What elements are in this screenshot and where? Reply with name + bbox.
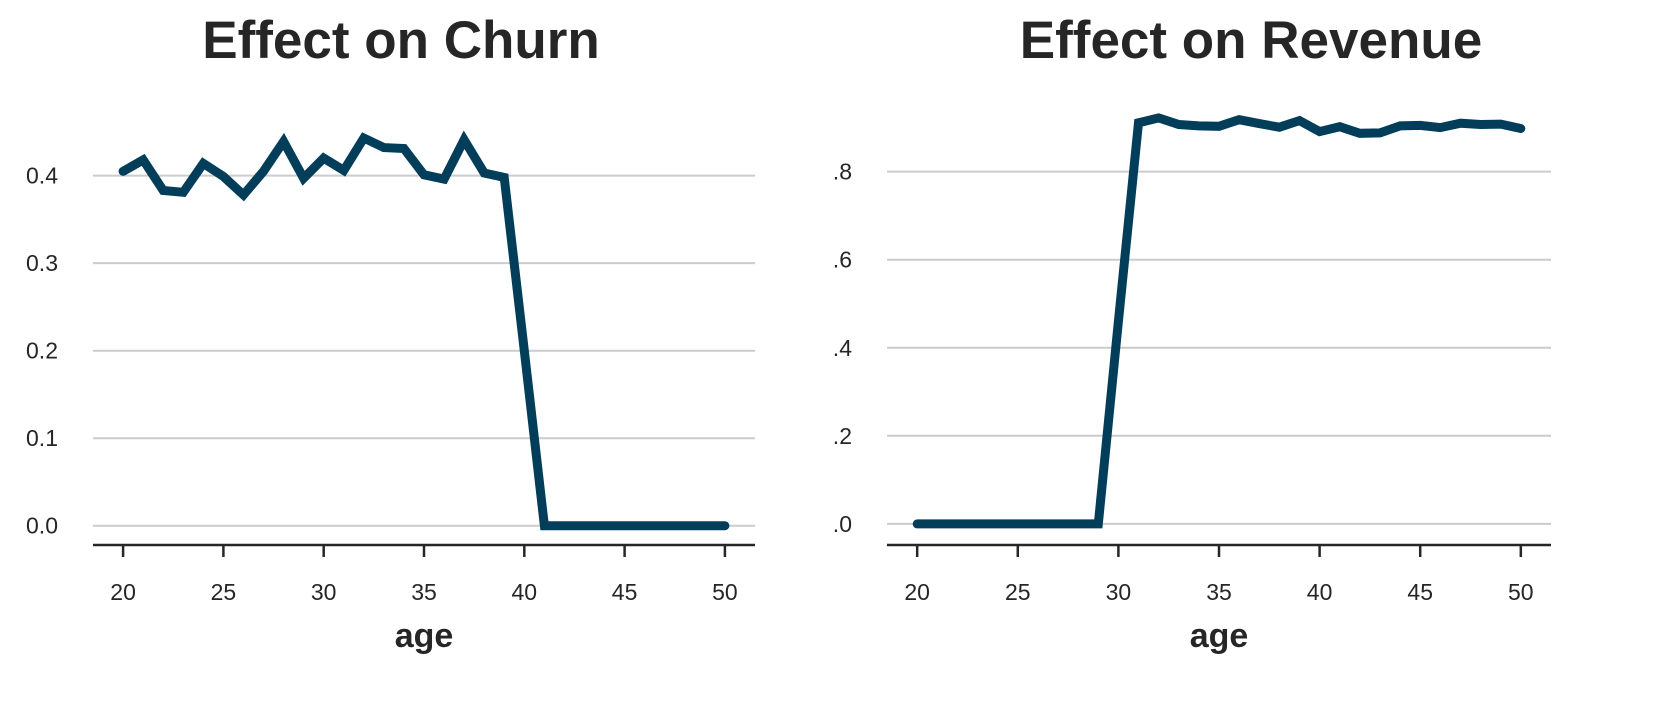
revenue-x-tick-label: 40	[1307, 579, 1333, 605]
churn-chart: 0.0 0.1 0.2 0.3 0.4 20 25 30 35 40 45 50 age	[26, 130, 755, 655]
churn-y-tick-label: 0.0	[26, 513, 58, 539]
revenue-chart-title: Effect on Revenue	[1019, 11, 1483, 70]
revenue-x-tick-label: 20	[904, 579, 930, 605]
revenue-x-tick-label: 30	[1106, 579, 1132, 605]
churn-x-tick-label: 45	[612, 579, 638, 605]
revenue-chart-panel: 0.0 0.2 0.4 0.6 0.8 20 25 30 35 40 45 50 age Effect …	[834, 0, 1668, 716]
revenue-x-tick-label: 35	[1206, 579, 1232, 605]
revenue-series-line	[912, 113, 1526, 529]
revenue-chart: 0.0 0.2 0.4 0.6 0.8 20 25 30 35 40 45 50 age	[834, 113, 1551, 655]
revenue-y-tick-label: 0.8	[834, 159, 852, 185]
churn-x-axis-label: age	[395, 617, 454, 655]
churn-chart-panel: 0.0 0.1 0.2 0.3 0.4 20 25 30 35 40 45 50 age Effect …	[26, 11, 755, 655]
churn-x-tick-label: 30	[311, 579, 337, 605]
churn-y-tick-label: 0.2	[26, 338, 58, 364]
churn-y-tick-label: 0.4	[26, 163, 58, 189]
revenue-x-axis-label: age	[1190, 617, 1249, 655]
churn-x-tick-label: 25	[211, 579, 237, 605]
churn-x-tick-label: 40	[512, 579, 538, 605]
revenue-y-tick-label: 0.0	[834, 511, 852, 537]
churn-chart-title: Effect on Churn	[202, 11, 600, 70]
revenue-x-tick-label: 45	[1407, 579, 1433, 605]
churn-x-tick-label: 50	[712, 579, 738, 605]
churn-series-line	[118, 130, 730, 531]
revenue-y-tick-label: 0.4	[834, 335, 852, 361]
revenue-y-tick-label: 0.6	[834, 247, 852, 273]
revenue-y-tick-label: 0.2	[834, 423, 852, 449]
churn-x-tick-label: 20	[110, 579, 136, 605]
churn-y-tick-label: 0.3	[26, 250, 58, 276]
revenue-x-tick-label: 25	[1005, 579, 1031, 605]
churn-y-tick-label: 0.1	[26, 425, 58, 451]
revenue-x-tick-label: 50	[1508, 579, 1534, 605]
churn-x-tick-label: 35	[411, 579, 437, 605]
